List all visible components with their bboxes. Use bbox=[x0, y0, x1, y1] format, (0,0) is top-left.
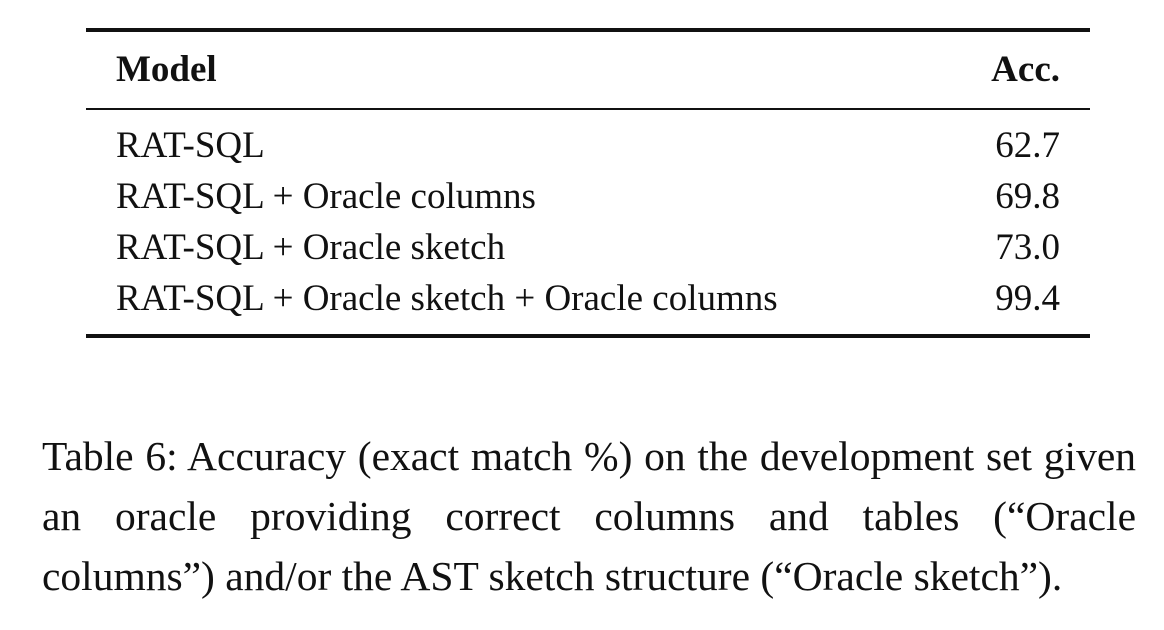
table-row: RAT-SQL + Oracle sketch 73.0 bbox=[86, 222, 1090, 273]
table-caption: Table 6: Accuracy (exact match %) on the… bbox=[42, 432, 1136, 599]
header-model: Model bbox=[116, 49, 217, 90]
accuracy-cell: 73.0 bbox=[995, 226, 1060, 268]
table-row: RAT-SQL + Oracle columns 69.8 bbox=[86, 171, 1090, 222]
model-cell: RAT-SQL + Oracle columns bbox=[116, 175, 536, 217]
table-header-row: Model Acc. bbox=[86, 30, 1090, 109]
model-cell: RAT-SQL + Oracle sketch bbox=[116, 226, 506, 268]
header-accuracy: Acc. bbox=[991, 49, 1060, 90]
accuracy-cell: 99.4 bbox=[995, 277, 1060, 319]
table-row: RAT-SQL 62.7 bbox=[86, 109, 1090, 171]
accuracy-cell: 62.7 bbox=[995, 124, 1060, 166]
results-table: Model Acc. RAT-SQL 62.7 RAT-SQL + Oracle… bbox=[86, 28, 1090, 338]
accuracy-cell: 69.8 bbox=[995, 175, 1060, 217]
model-cell: RAT-SQL bbox=[116, 124, 265, 166]
table-row: RAT-SQL + Oracle sketch + Oracle columns… bbox=[86, 273, 1090, 336]
results-table-container: Model Acc. RAT-SQL 62.7 RAT-SQL + Oracle… bbox=[86, 28, 1090, 338]
model-cell: RAT-SQL + Oracle sketch + Oracle columns bbox=[116, 277, 778, 319]
